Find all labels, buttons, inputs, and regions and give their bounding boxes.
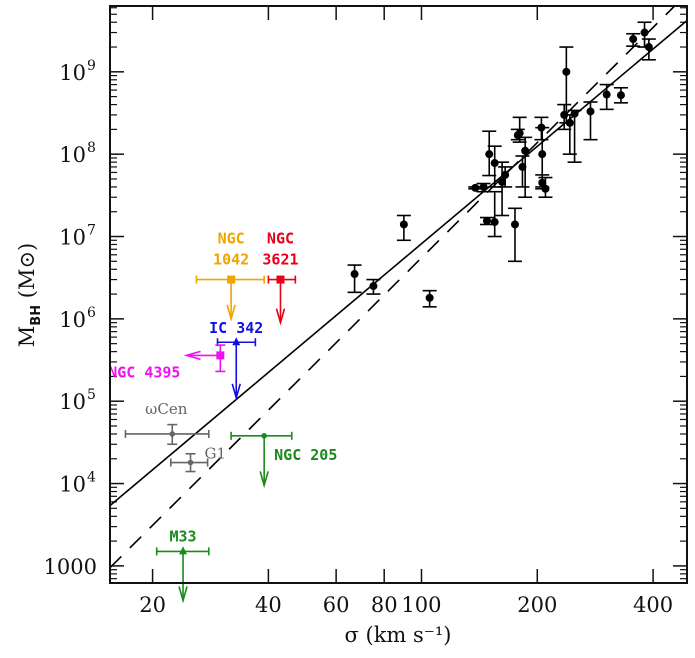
dashed-fit	[109, 5, 676, 569]
plot-frame	[109, 5, 688, 584]
circle-marker	[498, 177, 507, 186]
y-tick-exponent: 5	[87, 387, 96, 403]
circle-marker	[640, 28, 649, 37]
series--cen: ωCen	[124, 400, 210, 446]
circle-marker	[538, 178, 547, 187]
triangle-marker	[232, 337, 241, 346]
y-axis-title: MBH (M⊙)	[15, 243, 44, 347]
x-tick-label: 60	[323, 593, 350, 617]
x-tick-label: 400	[633, 593, 673, 617]
y-tick-exponent: 7	[87, 223, 96, 239]
circle-marker	[602, 90, 611, 99]
series-ngc-205: NGC 205	[230, 431, 337, 489]
series-ic-342: IC 342	[209, 319, 263, 401]
circle-marker	[369, 282, 378, 291]
series-detections	[347, 21, 656, 308]
arrow-head-icon	[259, 471, 269, 489]
annotation-label: NGC	[218, 230, 245, 248]
circle-marker	[490, 159, 499, 168]
series-g1: G1	[169, 445, 227, 473]
arrow-head-icon	[183, 350, 201, 361]
annotation-label: M33	[170, 527, 197, 545]
x-tick-label: 80	[371, 593, 398, 617]
y-tick-label: 1000	[44, 555, 97, 579]
circle-marker	[169, 431, 176, 437]
circle-marker	[629, 35, 638, 44]
solid-fit	[109, 19, 688, 507]
circle-marker	[538, 150, 547, 159]
fit-lines	[109, 5, 688, 569]
x-axis-title: σ (km s⁻¹)	[345, 623, 452, 647]
square-marker	[227, 275, 236, 284]
arrow-head-icon	[275, 308, 286, 326]
circle-marker	[501, 170, 510, 179]
y-tick-label: 10	[59, 473, 86, 497]
circle-marker	[485, 150, 494, 159]
circle-marker	[586, 107, 595, 116]
annotation-label: NGC	[267, 230, 294, 248]
circle-marker	[350, 270, 359, 279]
circle-marker	[261, 433, 267, 439]
circle-marker	[479, 182, 488, 191]
x-tick-label: 100	[401, 593, 441, 617]
y-tick-exponent: 6	[87, 305, 96, 321]
circle-marker	[570, 109, 579, 118]
circle-marker	[521, 146, 530, 155]
ticks-layer	[110, 6, 687, 583]
y-tick-exponent: 4	[87, 470, 96, 486]
y-axis-title-sub: BH	[29, 305, 44, 326]
circle-marker	[471, 183, 480, 192]
y-axis-title-m: M	[15, 326, 39, 348]
circle-marker	[425, 293, 434, 302]
series-ngc-4395: NGC 4395	[108, 344, 226, 381]
circle-marker	[541, 184, 550, 193]
circle-marker	[482, 216, 491, 225]
annotation-label: 1042	[213, 251, 249, 269]
y-tick-exponent: 9	[87, 58, 96, 74]
circle-marker	[515, 129, 524, 138]
y-tick-label: 10	[59, 308, 86, 332]
arrow-head-icon	[226, 304, 236, 322]
circle-marker	[616, 91, 625, 100]
data-points: ωCen G1 NGC 1042 NGC 3621 IC 342 NGC 4395 NGC 20…	[108, 21, 656, 604]
y-tick-label: 10	[59, 61, 86, 85]
arrow-head-icon	[178, 586, 188, 604]
circle-marker	[562, 67, 571, 76]
x-tick-label: 40	[255, 593, 282, 617]
annotation-label: IC 342	[209, 319, 263, 337]
y-axis-title-units: (M⊙)	[15, 243, 39, 305]
circle-marker	[399, 220, 408, 229]
x-tick-label: 20	[139, 593, 166, 617]
series-ngc-1042: NGC 1042	[195, 230, 265, 322]
y-tick-exponent: 8	[87, 140, 96, 156]
square-marker	[276, 275, 285, 284]
circle-marker	[510, 220, 519, 229]
circle-marker	[490, 218, 499, 227]
annotation-label: NGC 4395	[108, 363, 180, 381]
x-tick-label: 200	[517, 593, 557, 617]
series-ngc-3621: NGC 3621	[262, 230, 299, 326]
circle-marker	[644, 43, 653, 52]
arrow-head-icon	[231, 383, 242, 401]
annotation-label: NGC 205	[274, 446, 337, 464]
annotation-label: 3621	[262, 251, 298, 269]
series-m33: M33	[155, 527, 210, 604]
annotation-label: G1	[205, 445, 227, 463]
svg-text:MBH (M⊙): MBH (M⊙)	[15, 243, 44, 347]
triangle-marker	[179, 546, 188, 555]
annotation-label: ωCen	[145, 400, 188, 418]
square-marker	[216, 351, 225, 360]
y-tick-label: 10	[59, 143, 86, 167]
y-tick-label: 10	[59, 226, 86, 250]
y-tick-label: 10	[59, 390, 86, 414]
circle-marker	[187, 459, 194, 466]
circle-marker	[565, 118, 574, 127]
